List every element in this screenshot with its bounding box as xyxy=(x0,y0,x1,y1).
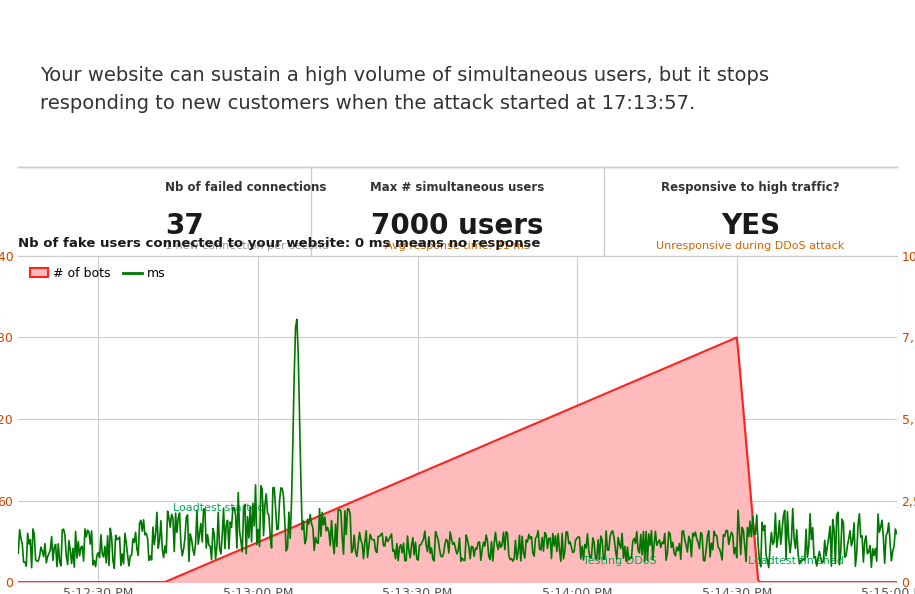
Text: YES: YES xyxy=(721,211,780,239)
Text: Nb of fake users connected to your website: 0 ms means no response: Nb of fake users connected to your websi… xyxy=(18,238,541,251)
Text: Loadtest started: Loadtest started xyxy=(173,503,264,513)
Text: Loadtest finished: Loadtest finished xyxy=(748,557,844,567)
Text: Nb of failed connections: Nb of failed connections xyxy=(165,181,326,194)
Text: Unresponsive during DDoS attack: Unresponsive during DDoS attack xyxy=(656,241,845,251)
Text: 7000 users: 7000 users xyxy=(371,211,544,239)
Text: Responsive to high traffic?: Responsive to high traffic? xyxy=(661,181,840,194)
Text: 37: 37 xyxy=(165,211,203,239)
Text: Your website can sustain a high volume of simultaneous users, but it stops
respo: Your website can sustain a high volume o… xyxy=(40,66,770,113)
Text: Avg response time: 21 ms: Avg response time: 21 ms xyxy=(385,241,530,251)
Text: Testing DDoS: Testing DDoS xyxy=(583,557,656,567)
Text: Max # simultaneous users: Max # simultaneous users xyxy=(371,181,544,194)
Legend: # of bots, ms: # of bots, ms xyxy=(25,262,171,285)
Text: 1 new connection per second: 1 new connection per second xyxy=(165,241,328,251)
